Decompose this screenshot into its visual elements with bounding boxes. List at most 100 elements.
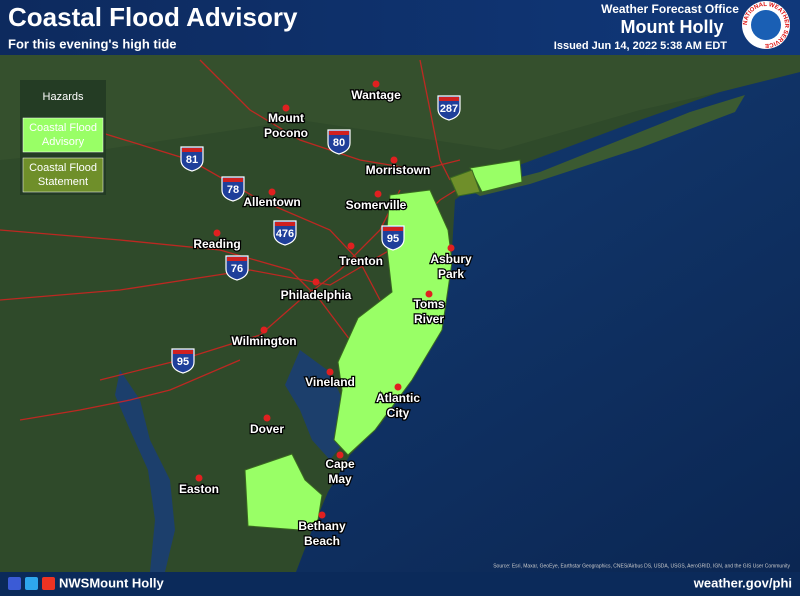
shield-top [223,178,243,182]
interstate-label: 76 [231,263,243,275]
footer-url[interactable]: weather.gov/phi [693,575,792,590]
interstate-label: 287 [440,103,458,115]
city-label: Reading [193,237,240,251]
footer-bar [0,572,800,596]
interstate-label: 95 [387,233,399,245]
interstate-label: 95 [177,356,189,368]
shield-top [173,350,193,354]
land-shade [0,55,800,160]
city-label: Somerville [346,198,407,212]
shield-top [329,131,349,135]
city-label: Toms River [413,297,444,326]
header-bar [0,0,800,55]
city-label-line: Philadelphia [281,288,352,302]
city-label-line: Easton [179,482,219,496]
legend-label: Coastal Flood Statement [29,162,97,188]
city-label-line: River [414,312,444,326]
city-label-line: Bethany [298,519,346,533]
city-dot [268,188,276,196]
legend-label-line: Coastal Flood [29,122,97,134]
city-label: Trenton [339,254,383,268]
city-label-line: Reading [193,237,240,251]
road [19,359,241,421]
shield-top [439,97,459,101]
city-dot [312,278,320,286]
city-dot [260,326,268,334]
city-dot [326,368,334,376]
advisory-area [333,189,453,456]
city-dot [282,104,290,112]
legend-label: Coastal Flood Advisory [29,122,97,148]
legend-label-line: Advisory [42,136,85,148]
city-label-line: Beach [304,534,340,548]
delaware-bay [285,350,345,460]
city-dot [318,511,326,519]
advisory-area [244,453,323,531]
city-label: Wantage [351,88,401,102]
city-label: Easton [179,482,219,496]
city-label-line: Cape [325,457,355,471]
city-label-line: Trenton [339,254,383,268]
city-label-line: Mount [268,111,304,125]
road [419,59,451,181]
city-dot [374,190,382,198]
source: Source: Esri, Maxar, GeoEye, Earthstar G… [493,563,790,569]
city-label-line: Allentown [243,195,300,209]
footer-handle: NWSMount Holly [59,575,164,590]
interstate-shield [381,225,405,251]
city-label-line: Wilmington [231,334,296,348]
city-dot [263,414,271,422]
youtube-icon[interactable] [42,577,55,590]
twitter-icon[interactable] [25,577,38,590]
city-label: Asbury Park [430,252,472,281]
city-dot [425,290,433,298]
legend-swatch [22,117,104,153]
title: Coastal Flood Advisory [8,2,298,32]
city-label-line: Toms [413,297,444,311]
legend-label-line: Statement [38,176,88,188]
city-dot [336,451,344,459]
legend-swatch [22,157,104,193]
city-label-line: City [387,406,410,420]
subtitle: For this evening's high tide [8,36,177,51]
interstate-label: 80 [333,137,345,149]
city-label-line: Somerville [346,198,407,212]
city-label-line: May [328,472,352,486]
city-dot [447,244,455,252]
logo-center [751,10,781,40]
issued: Issued Jun 14, 2022 5:38 AM EDT [554,40,727,52]
advisory-area [469,159,523,193]
office-name: Mount Holly [621,17,724,37]
city-label-line: Dover [250,422,284,436]
city-label: Allentown [243,195,300,209]
interstate-shield [180,146,204,172]
statement-area [449,169,481,197]
interstate-shield [221,176,245,202]
interstate-shield [171,348,195,374]
road [0,229,321,301]
city-label: Mount Pocono [264,111,308,140]
city-label: Wilmington [231,334,296,348]
shield-top [383,227,403,231]
city-label-line: Atlantic [376,391,420,405]
city-label: Bethany Beach [298,519,346,548]
city-dot [213,229,221,237]
interstate-label: 81 [186,154,198,166]
road [0,174,481,301]
interstate-shield [225,255,249,281]
city-label-line: Asbury [430,252,472,266]
city-label: Atlantic City [376,391,420,420]
city-dot [195,474,203,482]
city-label-line: Pocono [264,126,308,140]
shield-top [275,222,295,226]
city-label-line: Park [438,267,464,281]
city-label-line: Wantage [351,88,401,102]
city-label: Vineland [305,375,355,389]
interstate-shield [437,95,461,121]
road [199,59,461,171]
interstate-shield [273,220,297,246]
interstate-label: 78 [227,184,239,196]
city-label: Philadelphia [281,288,352,302]
facebook-icon[interactable] [8,577,21,590]
